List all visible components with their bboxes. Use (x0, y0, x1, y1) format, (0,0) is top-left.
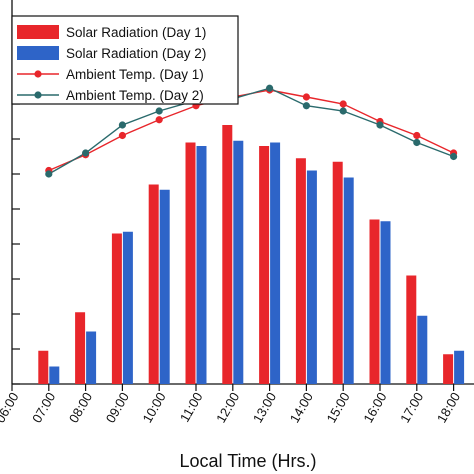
bar-day1 (295, 158, 306, 384)
x-tick-label: 16:00 (360, 390, 389, 426)
legend-label: Solar Radiation (Day 2) (66, 46, 206, 61)
bar-day1 (148, 184, 159, 384)
bar-day2 (233, 140, 244, 384)
x-tick-label: 10:00 (140, 390, 169, 426)
legend-label: Solar Radiation (Day 1) (66, 25, 206, 40)
temp-point-day2 (413, 138, 421, 147)
bar-day1 (222, 125, 233, 384)
bar-day1 (369, 219, 380, 384)
legend-swatch-bar (17, 46, 59, 60)
bar-day2 (417, 315, 428, 384)
x-tick-label: 12:00 (213, 390, 242, 426)
temp-point-day1 (155, 116, 163, 124)
bar-day2 (86, 331, 97, 384)
temp-point-day2 (302, 102, 310, 110)
x-tick-label: 13:00 (250, 390, 279, 426)
legend-swatch-marker (34, 91, 42, 99)
bar-day2 (306, 170, 317, 384)
temp-point-day2 (266, 84, 274, 92)
bar-day1 (443, 354, 454, 384)
plot-area: 06:00 07:00 08:00 09:00 10:00 11:00 12:00 13:00… (0, 0, 474, 425)
bar-day2 (380, 221, 391, 384)
legend-items: Solar Radiation (Day 1) Solar Radiation (… (17, 25, 206, 103)
legend-label: Ambient Temp. (Day 1) (66, 67, 204, 82)
bar-day1 (406, 275, 417, 384)
bar-day1 (111, 233, 122, 384)
temp-point-day1 (413, 131, 421, 140)
temp-point-day2 (155, 107, 163, 115)
x-tick-label: 14:00 (287, 390, 316, 426)
x-axis-title: Local Time (Hrs.) (179, 451, 316, 471)
bar-day1 (75, 312, 86, 384)
temp-point-day2 (339, 107, 347, 115)
bar-day2 (270, 142, 281, 384)
bar-day1 (259, 146, 270, 384)
x-tick-label: 17:00 (397, 390, 426, 426)
temp-point-day2 (376, 121, 384, 129)
bars (38, 125, 465, 384)
bar-day2 (454, 350, 465, 384)
bar-day2 (49, 366, 60, 384)
legend: Solar Radiation (Day 1) Solar Radiation (… (11, 15, 239, 105)
bar-day1 (38, 350, 49, 384)
temp-point-day2 (118, 121, 126, 129)
bar-day1 (332, 161, 343, 384)
temp-point-day2 (450, 152, 458, 161)
x-tick-label: 11:00 (177, 390, 206, 425)
legend-swatch-bar (17, 25, 59, 39)
temp-point-day1 (339, 100, 347, 108)
x-tick-label: 08:00 (66, 390, 95, 426)
x-tick-label: 18:00 (434, 390, 463, 426)
x-tick-label: 06:00 (0, 390, 22, 426)
bar-day2 (159, 189, 170, 384)
bar-day1 (185, 142, 196, 384)
legend-swatch-marker (34, 70, 42, 78)
bar-day2 (343, 177, 354, 384)
temp-point-day2 (45, 170, 53, 178)
x-tick-label: 09:00 (103, 390, 132, 426)
bar-day2 (122, 231, 133, 384)
legend-label: Ambient Temp. (Day 2) (66, 88, 204, 103)
temp-line-day2 (48, 87, 454, 175)
x-tick-label: 07:00 (29, 390, 58, 426)
temp-point-day2 (82, 149, 90, 157)
temp-point-day1 (118, 131, 126, 140)
temp-point-day1 (302, 93, 310, 101)
bar-day2 (196, 146, 207, 384)
x-tick-label: 15:00 (324, 390, 353, 426)
x-ticks: 06:00 07:00 08:00 09:00 10:00 11:00 12:00 13:00… (0, 384, 463, 425)
